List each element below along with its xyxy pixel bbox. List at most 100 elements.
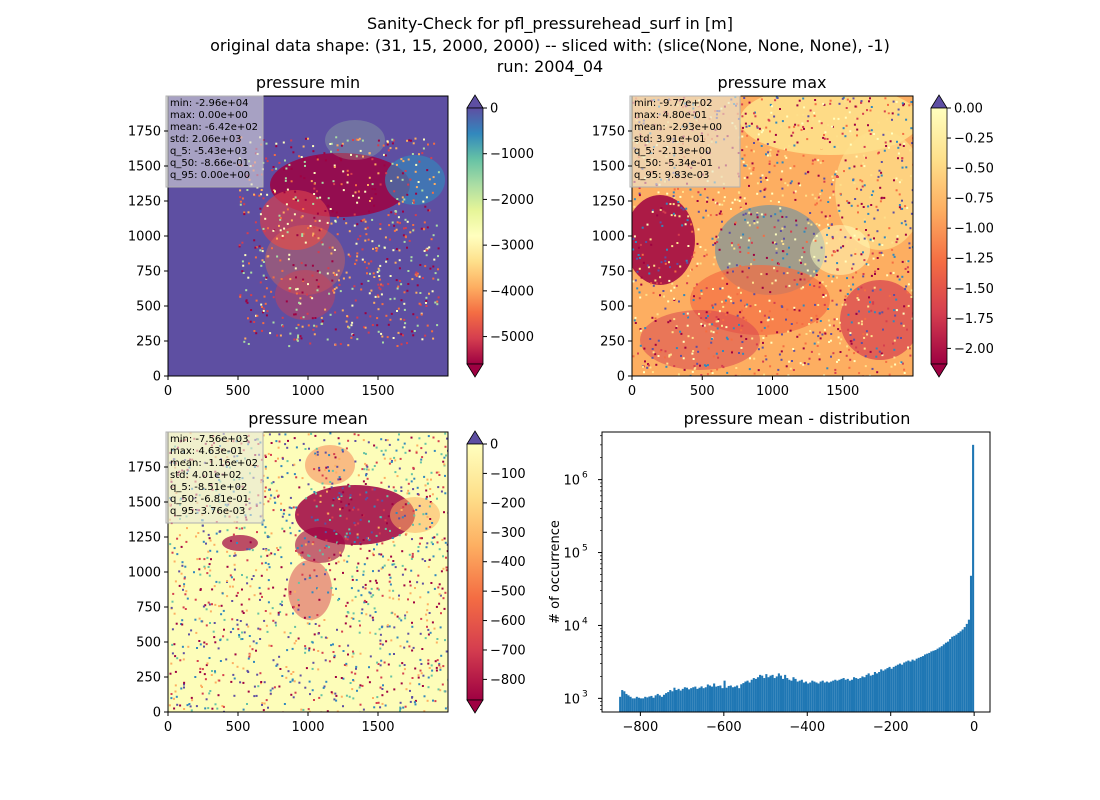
heatmap-pixel bbox=[425, 196, 428, 199]
heatmap-pixel bbox=[411, 696, 414, 698]
heatmap-pixel bbox=[330, 691, 333, 694]
heatmap-pixel bbox=[679, 195, 682, 198]
heatmap-pixel bbox=[756, 226, 759, 229]
heatmap-pixel bbox=[884, 141, 887, 144]
heatmap-pixel bbox=[844, 100, 847, 103]
heatmap-pixel bbox=[867, 263, 870, 266]
heatmap-pixel bbox=[892, 342, 895, 345]
heatmap-pixel bbox=[295, 506, 298, 509]
heatmap-pixel bbox=[908, 347, 911, 350]
heatmap-pixel bbox=[760, 180, 762, 183]
heatmap-pixel bbox=[674, 214, 677, 217]
heatmap-pixel bbox=[356, 566, 358, 569]
figure-title-line-2: original data shape: (31, 15, 2000, 2000… bbox=[210, 36, 890, 55]
heatmap-pixel bbox=[273, 686, 276, 689]
heatmap-pixel bbox=[406, 289, 409, 292]
heatmap-pixel bbox=[795, 219, 798, 222]
heatmap-pixel bbox=[792, 348, 795, 350]
heatmap-pixel bbox=[352, 652, 355, 655]
heatmap-pixel bbox=[750, 172, 753, 175]
heatmap-pixel bbox=[765, 358, 768, 361]
heatmap-pixel bbox=[721, 364, 724, 367]
heatmap-pixel bbox=[817, 159, 820, 162]
heatmap-pixel bbox=[857, 288, 860, 291]
heatmap-pixel bbox=[303, 177, 306, 180]
heatmap-pixel bbox=[406, 342, 408, 345]
heatmap-pixel bbox=[307, 708, 310, 711]
heatmap-pixel bbox=[863, 336, 866, 339]
heatmap-pixel bbox=[883, 216, 886, 219]
histogram-bar bbox=[949, 639, 952, 712]
histogram-bar bbox=[706, 684, 709, 712]
heatmap-pixel bbox=[337, 560, 340, 563]
heatmap-pixel bbox=[271, 169, 274, 172]
heatmap-pixel bbox=[376, 587, 379, 590]
heatmap-pixel bbox=[242, 681, 245, 684]
heatmap-pixel bbox=[345, 662, 348, 665]
heatmap-pixel bbox=[319, 500, 322, 503]
heatmap-pixel bbox=[214, 603, 217, 606]
heatmap-pixel bbox=[431, 330, 434, 333]
heatmap-pixel bbox=[359, 149, 362, 152]
histogram-bar bbox=[782, 678, 785, 712]
histogram-bar bbox=[742, 683, 745, 712]
heatmap-pixel bbox=[208, 603, 211, 606]
heatmap-pixel bbox=[369, 580, 372, 583]
histogram-bar bbox=[909, 661, 912, 712]
heatmap-pixel bbox=[208, 657, 211, 659]
x-tick-label: 0 bbox=[628, 384, 636, 399]
heatmap-pixel bbox=[201, 668, 204, 671]
heatmap-pixel bbox=[263, 702, 266, 705]
heatmap-pixel bbox=[292, 612, 294, 615]
heatmap-pixel bbox=[756, 212, 759, 214]
heatmap-pixel bbox=[378, 628, 381, 631]
heatmap-pixel bbox=[418, 523, 421, 526]
heatmap-pixel bbox=[259, 628, 262, 631]
heatmap-pixel bbox=[767, 325, 770, 328]
heatmap-pixel bbox=[832, 250, 835, 253]
heatmap-pixel bbox=[295, 446, 298, 449]
heatmap-pixel bbox=[809, 283, 811, 286]
heatmap-pixel bbox=[669, 203, 672, 205]
heatmap-pixel bbox=[823, 303, 826, 306]
heatmap-pixel bbox=[709, 214, 712, 217]
heatmap-pixel bbox=[212, 630, 215, 633]
heatmap-pixel bbox=[279, 546, 282, 549]
heatmap-pixel bbox=[793, 349, 796, 352]
heatmap-pixel bbox=[361, 514, 364, 517]
heatmap-pixel bbox=[320, 241, 323, 244]
heatmap-pixel bbox=[753, 112, 756, 115]
y-tick-label: 500 bbox=[600, 300, 625, 315]
heatmap-pixel bbox=[380, 481, 383, 484]
heatmap-pixel bbox=[389, 457, 392, 460]
heatmap-pixel bbox=[422, 200, 425, 203]
heatmap-pixel bbox=[439, 626, 442, 629]
heatmap-pixel bbox=[883, 236, 886, 239]
histogram-bar bbox=[830, 681, 833, 712]
heatmap-pixel bbox=[370, 260, 373, 263]
heatmap-pixel bbox=[241, 588, 243, 591]
heatmap-pixel bbox=[245, 300, 248, 303]
heatmap-pixel bbox=[412, 199, 415, 202]
heatmap-pixel bbox=[350, 172, 353, 175]
heatmap-pixel bbox=[651, 210, 654, 213]
heatmap-pixel bbox=[352, 139, 354, 141]
heatmap-pixel bbox=[372, 619, 375, 622]
heatmap-pixel bbox=[247, 343, 250, 345]
heatmap-pixel bbox=[278, 161, 281, 164]
heatmap-pixel bbox=[753, 372, 756, 375]
heatmap-pixel bbox=[433, 258, 436, 261]
heatmap-pixel bbox=[307, 227, 310, 230]
heatmap-pixel bbox=[840, 338, 843, 341]
heatmap-pixel bbox=[375, 702, 378, 704]
heatmap-pixel bbox=[802, 126, 805, 128]
heatmap-pixel bbox=[426, 609, 429, 612]
heatmap-pixel bbox=[362, 586, 365, 589]
heatmap-pixel bbox=[415, 508, 418, 511]
heatmap-pixel bbox=[849, 100, 851, 103]
heatmap-pixel bbox=[375, 249, 378, 252]
heatmap-pixel bbox=[317, 251, 320, 254]
histogram-bar bbox=[807, 683, 810, 712]
panel-pressure-min: pressure min min: -2.96e+04 max: 0.00e+0… bbox=[128, 73, 534, 399]
heatmap-pixel bbox=[337, 542, 340, 545]
